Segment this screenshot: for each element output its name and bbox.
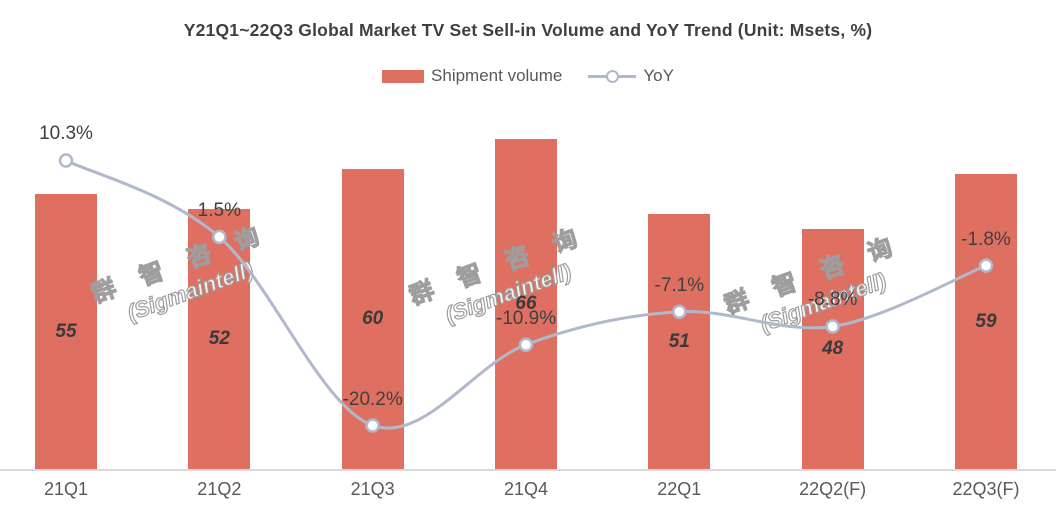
x-axis-label-21Q2: 21Q2 <box>197 479 242 499</box>
x-axis-label-22Q3(F): 22Q3(F) <box>952 479 1020 499</box>
bar-value-label-22Q2(F): 48 <box>822 338 844 359</box>
bar-21Q1 <box>35 194 97 469</box>
shipment-volume-swatch-icon <box>382 69 425 83</box>
x-axis-label-21Q3: 21Q3 <box>350 479 395 499</box>
yoy-value-label-21Q2: 1.5% <box>197 199 241 221</box>
bar-21Q4 <box>494 139 557 469</box>
bar-value-label-21Q4: 66 <box>515 293 537 314</box>
legend-label-yoy: YoY <box>643 66 674 85</box>
bar-value-label-21Q3: 60 <box>362 308 384 329</box>
bar-value-label-22Q1: 51 <box>668 330 690 352</box>
x-axis-label-21Q1: 21Q1 <box>43 479 89 499</box>
bar-value-label-21Q2: 52 <box>208 328 230 349</box>
yoy-value-label-21Q3: -20.2% <box>342 388 403 410</box>
legend-label-shipment-volume: Shipment volume <box>431 66 563 85</box>
legend-item-shipment-volume: Shipment volume <box>382 66 562 86</box>
yoy-point-21Q4 <box>518 337 534 352</box>
yoy-point-22Q3(F) <box>978 258 994 273</box>
bar-21Q2 <box>188 209 251 469</box>
bar-value-label-22Q3(F): 59 <box>975 310 997 332</box>
yoy-line-marker-icon <box>588 69 637 83</box>
yoy-value-label-21Q4: -10.9% <box>495 307 557 329</box>
chart-title: Y21Q1~22Q3 Global Market TV Set Sell-in … <box>183 20 873 40</box>
x-axis-label-21Q4: 21Q4 <box>503 479 549 499</box>
legend: Shipment volume YoY <box>0 66 1056 86</box>
yoy-point-21Q1 <box>58 153 74 168</box>
yoy-value-label-22Q1: -7.1% <box>654 274 705 296</box>
yoy-point-22Q1 <box>672 304 687 319</box>
x-axis-line <box>0 469 1056 471</box>
bar-22Q1 <box>648 214 711 469</box>
yoy-point-22Q2(F) <box>825 319 840 334</box>
x-axis-label-22Q2(F): 22Q2(F) <box>799 479 867 499</box>
yoy-point-21Q2 <box>212 229 227 245</box>
x-axis-label-22Q1: 22Q1 <box>657 479 702 499</box>
bar-22Q2(F) <box>801 229 864 469</box>
yoy-point-21Q3 <box>365 418 380 433</box>
yoy-value-label-21Q1: 10.3% <box>39 123 93 145</box>
bar-value-label-21Q1: 55 <box>55 320 77 342</box>
legend-item-yoy: YoY <box>588 66 674 86</box>
yoy-value-label-22Q3(F): -1.8% <box>961 228 1011 250</box>
bar-22Q3(F) <box>954 174 1017 469</box>
yoy-value-label-22Q2(F): -8.8% <box>807 289 858 311</box>
